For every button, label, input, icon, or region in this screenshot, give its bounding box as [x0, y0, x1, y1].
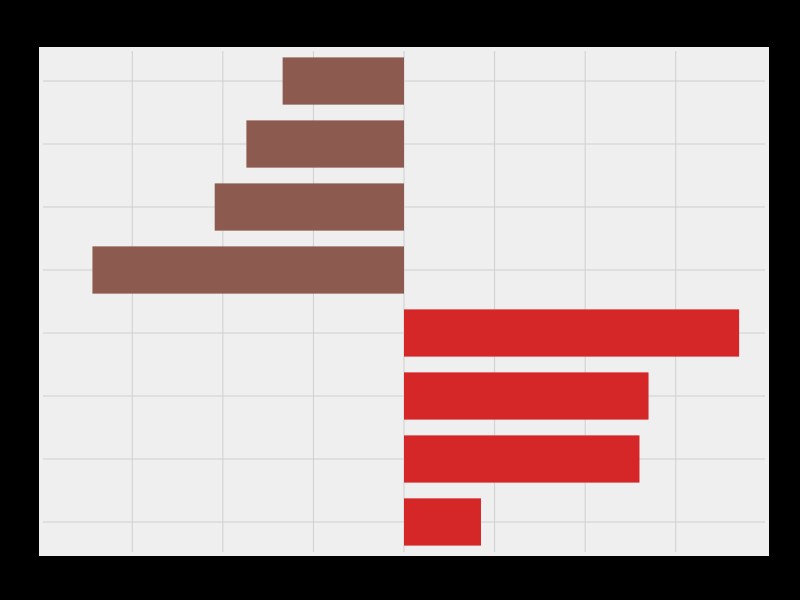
x-tick-label: -2 — [217, 565, 229, 579]
bar — [404, 498, 481, 546]
x-tick-label: -1 — [307, 565, 319, 579]
x-tick-label: 1 — [491, 565, 499, 579]
bar — [282, 57, 404, 105]
x-tick-label: 2 — [581, 565, 589, 579]
bar — [404, 372, 649, 420]
bar — [92, 246, 405, 294]
bar — [214, 183, 404, 231]
x-tick-label: -3 — [126, 565, 138, 579]
bar — [246, 120, 404, 168]
x-tick-label: 0 — [400, 565, 408, 579]
bar — [404, 309, 740, 357]
x-tick-label: 3 — [672, 565, 680, 579]
bar — [404, 435, 640, 483]
